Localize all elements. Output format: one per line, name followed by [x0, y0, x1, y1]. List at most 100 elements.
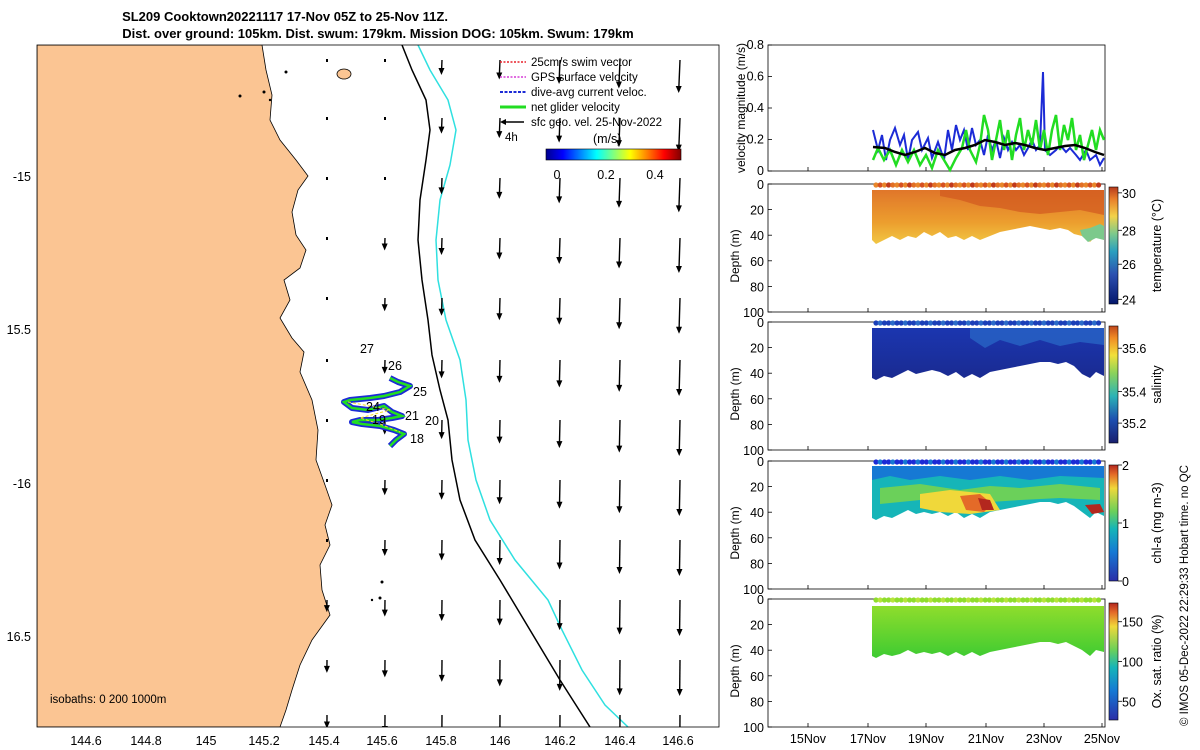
surface-dot: [1024, 597, 1030, 603]
surface-dot: [978, 320, 984, 326]
isobath-note: isobaths: 0 200 1000m: [50, 694, 166, 706]
lon-tick: 145.2: [248, 734, 279, 748]
depth-tick-label: 100: [743, 444, 764, 458]
surface-dot: [961, 597, 967, 603]
depth-tick-label: 20: [750, 619, 764, 633]
surface-dot: [890, 459, 896, 465]
chlorophyll-panel: [767, 459, 1106, 590]
surface-dot: [911, 320, 917, 326]
colorbar-tick-label: 35.6: [1122, 342, 1146, 356]
surface-dot: [894, 182, 900, 188]
current-vector: [556, 117, 563, 143]
surface-dot: [890, 320, 896, 326]
map-legend: 25cm/s swim vector GPS surface velocity …: [500, 57, 682, 182]
speed-colorbar: [545, 148, 682, 161]
surface-dot: [873, 597, 879, 603]
surface-dot: [986, 597, 993, 603]
map-land: [37, 45, 333, 727]
depth-tick-label: 0: [757, 178, 764, 192]
current-vector: [438, 419, 445, 440]
surface-dot: [907, 459, 913, 465]
surface-dot: [936, 597, 942, 603]
surface-dot: [932, 597, 938, 603]
isobath-200m: [401, 45, 591, 727]
chlorophyll-surface-blue: [872, 466, 1104, 480]
legend-dive-label: dive-avg current veloc.: [531, 87, 647, 99]
depth-tick-label: 0: [757, 593, 764, 607]
surface-dot: [1091, 182, 1097, 188]
current-vector: [615, 117, 622, 148]
current-vector: [326, 419, 328, 422]
colorbar-tick-label: 100: [1122, 656, 1143, 670]
surface-dot: [953, 320, 959, 326]
current-vector: [438, 359, 445, 379]
surface-dot: [1096, 182, 1102, 188]
surface-dot: [1045, 459, 1051, 465]
surface-dot: [1079, 320, 1085, 326]
surface-dot: [1049, 459, 1055, 465]
surface-dot: [894, 320, 900, 326]
colorbar-tick-label: 50: [1122, 695, 1136, 709]
surface-dot: [1024, 182, 1030, 188]
current-vector: [496, 479, 503, 505]
colorbar-tick-label: 0: [1122, 575, 1129, 589]
surface-dot: [1062, 320, 1068, 326]
surface-dot: [898, 597, 904, 603]
surface-dot: [877, 459, 883, 465]
day-label: 18: [410, 432, 424, 446]
surface-dot: [1062, 459, 1068, 465]
surface-dot: [965, 320, 972, 326]
surface-dot: [944, 182, 951, 188]
surface-dot: [915, 182, 921, 188]
surface-dot: [957, 459, 963, 465]
current-vector: [326, 59, 328, 62]
surface-dot: [1049, 182, 1055, 188]
surface-dot: [1062, 182, 1068, 188]
surface-dot: [986, 459, 993, 465]
surface-dot: [1024, 320, 1030, 326]
current-vector: [616, 297, 623, 330]
current-vector: [679, 714, 681, 727]
surface-dot: [911, 597, 917, 603]
current-vector: [384, 177, 386, 180]
colorbar-label: salinity: [1150, 365, 1164, 404]
surface-dot: [932, 320, 938, 326]
surface-dot: [1028, 182, 1034, 188]
current-vector: [326, 117, 328, 120]
surface-dot: [1075, 459, 1081, 465]
depth-tick-label: 40: [750, 644, 764, 658]
colorbar-tick-label: 28: [1122, 224, 1136, 238]
surface-dot: [982, 459, 988, 465]
legend-swim-label: 25cm/s swim vector: [531, 57, 632, 69]
colorbar-tick: 0.2: [597, 168, 614, 182]
temperature-colorbar: [1108, 186, 1119, 305]
surface-dot: [894, 597, 900, 603]
current-vector: [496, 117, 503, 139]
surface-dot: [1033, 459, 1039, 465]
current-vector: [616, 659, 623, 696]
surface-dot: [974, 597, 980, 603]
surface-dot: [965, 459, 972, 465]
surface-dot: [923, 459, 930, 465]
surface-dot: [957, 597, 963, 603]
current-vector: [676, 539, 683, 576]
surface-dot: [902, 597, 909, 603]
date-tick-label: 15Nov: [790, 732, 827, 746]
surface-dot: [995, 597, 1001, 603]
current-vector: [381, 297, 388, 312]
surface-dot: [940, 597, 946, 603]
date-tick-label: 21Nov: [968, 732, 1005, 746]
surface-dot: [991, 182, 997, 188]
current-vector: [326, 297, 328, 300]
surface-dot: [1028, 597, 1034, 603]
y-tick-label: 0.8: [747, 38, 764, 52]
colorbar-tick-label: 2: [1122, 459, 1129, 473]
surface-dot: [1041, 182, 1047, 188]
surface-dot: [1007, 597, 1014, 603]
day-labels: 27 26 25 24 21 20 19 18: [360, 342, 439, 446]
lon-tick: 145.8: [425, 734, 456, 748]
surface-dot: [978, 182, 984, 188]
surface-dot: [1003, 182, 1009, 188]
glider-track: [341, 375, 413, 449]
